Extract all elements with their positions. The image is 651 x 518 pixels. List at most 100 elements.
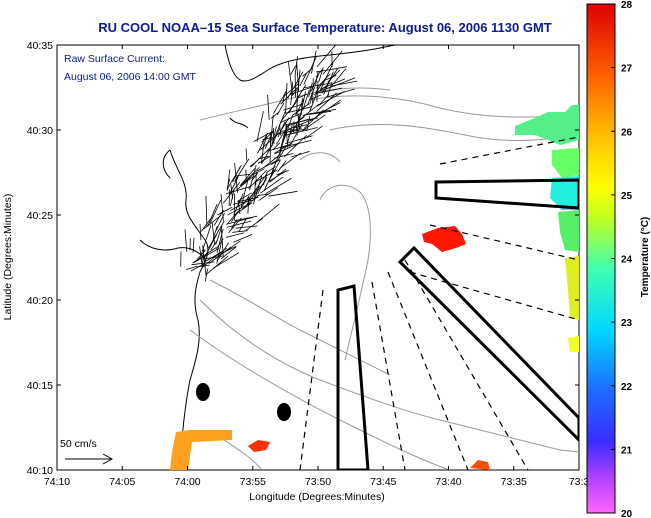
x-axis: 74:10 74:05 74:00 73:55 73:50 73:45 73:40 73:35… [44, 45, 589, 488]
current-vector [273, 90, 288, 114]
current-vector [261, 133, 272, 143]
current-vector [209, 199, 222, 224]
current-vector [277, 146, 287, 162]
x-tick-label: 74:05 [109, 476, 135, 488]
transect-boxes [336, 178, 579, 470]
current-vector [215, 238, 224, 250]
current-vector [220, 194, 224, 222]
current-vector [316, 45, 336, 67]
current-vector [231, 219, 238, 229]
current-vector [232, 230, 248, 233]
current-vector [276, 123, 290, 145]
y-tick-label: 40:25 [27, 210, 53, 222]
current-vector [235, 215, 258, 221]
current-vector [276, 170, 289, 176]
current-vector [296, 90, 299, 114]
current-vector [199, 223, 202, 241]
current-vector [241, 194, 260, 210]
current-vector [306, 116, 311, 132]
current-vector [270, 114, 274, 144]
current-vector [254, 181, 256, 199]
current-vector [230, 188, 235, 206]
current-vector [318, 94, 330, 106]
y-axis-label: Latitude (Degrees:Minutes) [2, 194, 14, 321]
current-vector [299, 103, 320, 121]
current-vector [207, 220, 225, 249]
current-vector [299, 73, 307, 87]
current-vector [216, 242, 229, 262]
current-vector [267, 94, 270, 120]
current-vector [260, 176, 284, 194]
current-vector [291, 151, 310, 158]
current-vector [222, 182, 241, 204]
current-vector [233, 234, 253, 243]
current-vector [210, 239, 218, 251]
current-vector [281, 140, 312, 148]
current-vector [325, 77, 356, 90]
current-vector [248, 169, 268, 189]
colorbar: 20 21 22 23 24 25 26 27 28 Temperature (°C) [586, 0, 651, 518]
current-vector [279, 124, 282, 136]
current-vector [234, 174, 250, 177]
current-vector [234, 162, 238, 193]
current-vector [315, 79, 326, 94]
current-vector [234, 158, 250, 182]
current-vector [270, 127, 281, 147]
current-vector [211, 222, 215, 245]
current-vector [229, 176, 239, 194]
current-vector [203, 234, 217, 260]
current-vector [271, 126, 277, 145]
current-vector [317, 87, 342, 94]
current-vector [295, 122, 298, 136]
current-vector [287, 60, 293, 91]
current-vector [267, 159, 281, 183]
current-vector [227, 211, 239, 225]
y-tick-label: 40:35 [27, 40, 53, 52]
marker-dot [277, 403, 291, 421]
marker-dot [196, 383, 210, 401]
current-vector [307, 86, 316, 106]
current-vector [207, 204, 218, 227]
current-vector [253, 175, 263, 205]
current-vector [291, 86, 300, 97]
y-axis: 40:10 40:15 40:20 40:25 40:30 40:35 [27, 40, 579, 477]
current-vector [271, 149, 282, 173]
x-tick-label: 73:50 [305, 476, 331, 488]
current-vector [265, 178, 292, 195]
current-vector [191, 261, 215, 266]
current-vector [331, 80, 358, 87]
current-vector [216, 247, 228, 256]
current-vector [205, 195, 208, 226]
colorbar-tick-label: 22 [621, 382, 633, 393]
current-vector [275, 143, 299, 154]
current-vector [276, 102, 285, 116]
current-vector [315, 70, 319, 87]
current-vector [273, 153, 294, 159]
current-vector [294, 56, 298, 75]
y-tick-label: 40:20 [27, 295, 53, 307]
current-vector [217, 206, 233, 216]
scale-arrow-label: 50 cm/s [60, 438, 97, 450]
current-vector [245, 148, 248, 161]
current-vector [316, 73, 331, 89]
current-vector [280, 99, 299, 122]
current-vector [316, 80, 319, 102]
current-vector [302, 89, 310, 112]
x-axis-label: Longitude (Degrees:Minutes) [249, 491, 384, 503]
current-vector [270, 111, 280, 119]
current-vector [282, 114, 294, 144]
current-vector [284, 134, 307, 158]
current-vector [250, 147, 271, 168]
scale-arrow: 50 cm/s [60, 438, 114, 465]
y-tick-label: 40:30 [27, 125, 53, 137]
current-vector [298, 115, 300, 129]
current-vector [225, 216, 254, 225]
colorbar-ticks: 20 21 22 23 24 25 26 27 28 [611, 0, 633, 518]
x-tick-label: 73:45 [370, 476, 396, 488]
current-vector [296, 93, 308, 100]
colorbar-gradient [586, 3, 616, 514]
coastline [139, 45, 396, 470]
current-vector [249, 168, 265, 177]
current-vector [321, 78, 346, 89]
